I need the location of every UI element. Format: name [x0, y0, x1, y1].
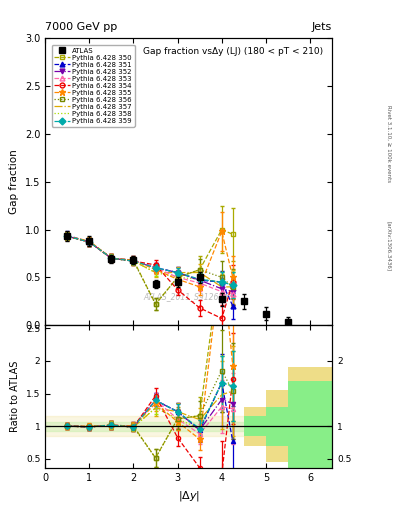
- Bar: [45, 421, 332, 431]
- Y-axis label: Gap fraction: Gap fraction: [9, 150, 19, 214]
- Bar: [288, 368, 332, 485]
- Bar: [288, 380, 332, 472]
- Bar: [244, 407, 266, 445]
- Text: 7000 GeV pp: 7000 GeV pp: [45, 22, 118, 32]
- Text: [arXiv:1306.3436]: [arXiv:1306.3436]: [386, 221, 391, 271]
- Bar: [266, 407, 288, 445]
- Legend: ATLAS, Pythia 6.428 350, Pythia 6.428 351, Pythia 6.428 352, Pythia 6.428 353, P: ATLAS, Pythia 6.428 350, Pythia 6.428 35…: [51, 45, 135, 126]
- Bar: [244, 416, 266, 436]
- Text: Gap fraction vsΔy (LJ) (180 < pT < 210): Gap fraction vsΔy (LJ) (180 < pT < 210): [143, 47, 323, 56]
- Text: Jets: Jets: [312, 22, 332, 32]
- X-axis label: $|\Delta y|$: $|\Delta y|$: [178, 489, 200, 503]
- Text: Rivet 3.1.10, ≥ 100k events: Rivet 3.1.10, ≥ 100k events: [386, 105, 391, 182]
- Y-axis label: Ratio to ATLAS: Ratio to ATLAS: [10, 361, 20, 433]
- Bar: [45, 416, 332, 436]
- Bar: [266, 390, 288, 462]
- Text: ATLAS_2011_S9126244: ATLAS_2011_S9126244: [143, 292, 234, 301]
